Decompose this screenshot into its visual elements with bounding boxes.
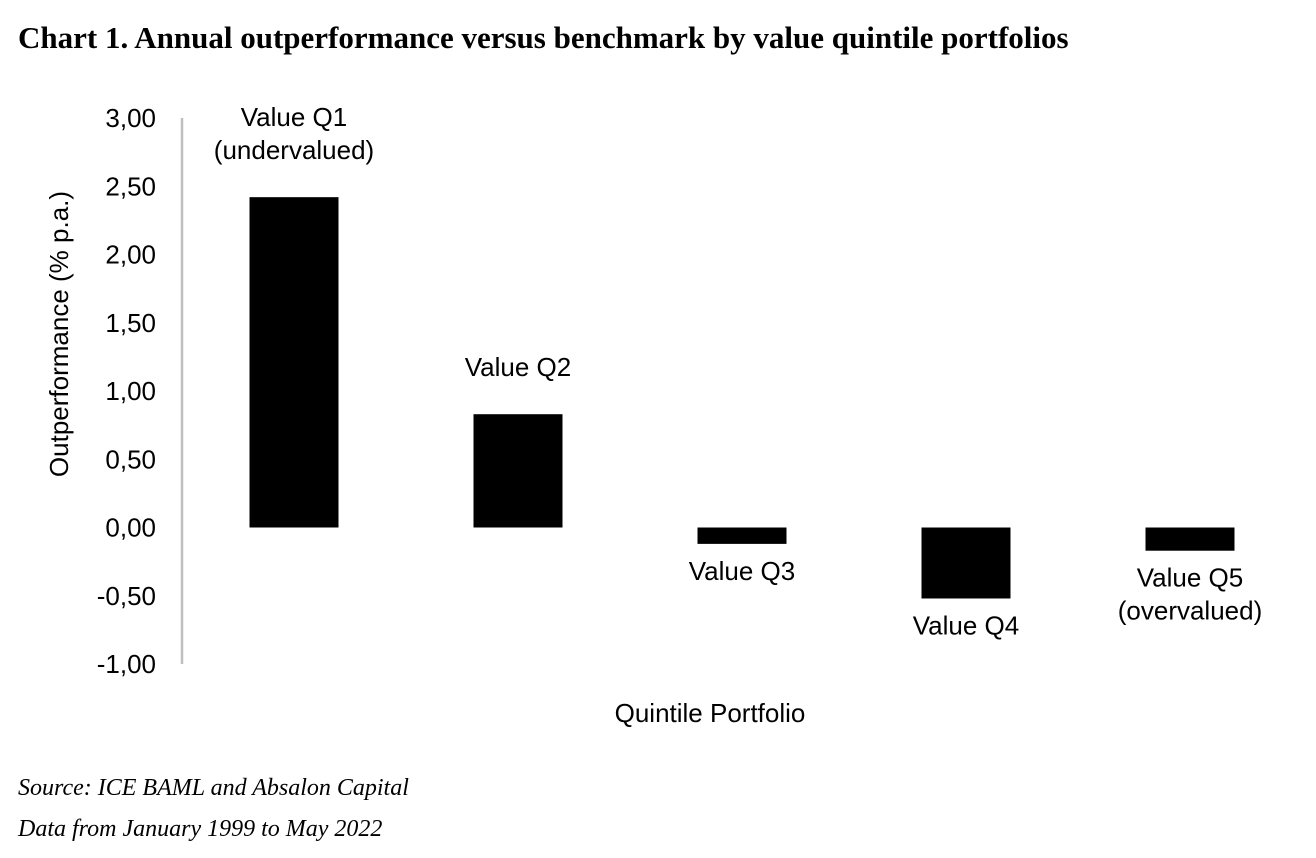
y-tick-label: -1,00: [97, 649, 156, 679]
y-tick-label: 2,50: [105, 171, 156, 201]
bar: [921, 527, 1011, 599]
bar-label: Value Q3: [689, 556, 795, 586]
bar: [697, 527, 787, 544]
bar: [473, 414, 563, 528]
y-tick-label: 1,50: [105, 308, 156, 338]
bar-chart: 3,00 2,50 2,00 1,50 1,00 0,50 0,00 -0,50 -1,00 Ou…: [44, 102, 1263, 728]
bar-label: Value Q5: [1137, 563, 1243, 593]
y-tick-label: 3,00: [105, 103, 156, 133]
y-tick-label: 2,00: [105, 240, 156, 270]
bar: [249, 197, 339, 528]
x-axis-title: Quintile Portfolio: [615, 698, 806, 728]
source-note: Source: ICE BAML and Absalon Capital: [18, 775, 409, 801]
y-tick-label: 1,00: [105, 376, 156, 406]
bar-label: (overvalued): [1118, 596, 1263, 626]
chart-title: Chart 1. Annual outperformance versus be…: [18, 20, 1069, 55]
bar-label: Value Q2: [465, 352, 571, 382]
bar: [1145, 527, 1235, 551]
date-range-note: Data from January 1999 to May 2022: [18, 816, 383, 842]
y-tick-label: 0,00: [105, 513, 156, 543]
bar-label: (undervalued): [214, 135, 374, 165]
y-tick-label: -0,50: [97, 581, 156, 611]
bar-label: Value Q4: [913, 610, 1019, 640]
y-tick-label: 0,50: [105, 444, 156, 474]
bar-label: Value Q1: [241, 102, 347, 132]
y-axis-title: Outperformance (% p.a.): [44, 191, 74, 477]
